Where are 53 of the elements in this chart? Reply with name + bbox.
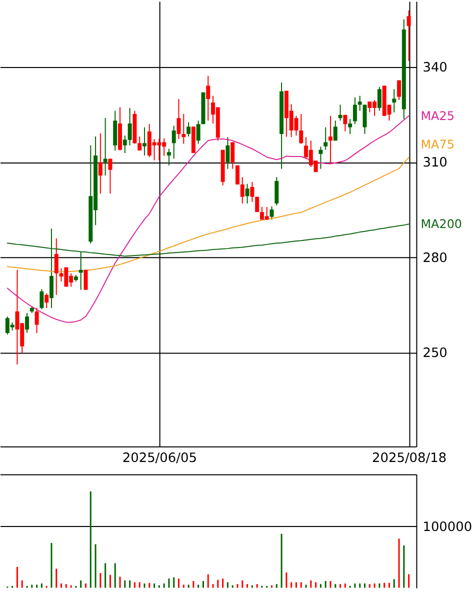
candlestick [25, 312, 29, 334]
candlestick [358, 95, 362, 112]
candlestick [270, 206, 274, 220]
candlestick [34, 307, 39, 334]
candlestick [40, 288, 44, 310]
candlestick [250, 181, 254, 202]
series-label: MA200 [420, 217, 462, 232]
candlestick [196, 120, 200, 144]
candlestick [377, 86, 382, 112]
candlestick [166, 148, 171, 166]
candlestick [186, 122, 191, 137]
series-label: MA25 [420, 108, 454, 123]
y-tick-label: 340 [422, 60, 448, 76]
candlestick [348, 118, 352, 134]
candlestick [328, 115, 332, 164]
candlestick [108, 158, 112, 194]
candlestick [103, 118, 108, 176]
candlestick [362, 104, 367, 134]
candlestick [235, 164, 240, 185]
candlestick [324, 126, 328, 150]
candlestick [392, 88, 396, 113]
series-label: MA75 [420, 137, 454, 152]
candlestick [343, 114, 348, 132]
y-tick-label: 100000 [422, 520, 472, 535]
candlestick [318, 146, 323, 170]
y-tick-label: 250 [422, 346, 448, 362]
candlestick [98, 132, 102, 194]
candlestick [182, 113, 186, 144]
candlestick [44, 292, 49, 308]
candlestick [49, 228, 54, 308]
candlestick [206, 75, 210, 122]
candlestick [397, 80, 402, 100]
candlestick [274, 176, 279, 206]
x-tick-label: 2025/06/05 [122, 450, 197, 466]
candlestick [54, 238, 58, 296]
candlestick [240, 176, 244, 204]
candlestick [333, 120, 338, 142]
candlestick [338, 104, 342, 122]
candlestick [352, 96, 357, 125]
line-series [6, 224, 410, 257]
candlestick [406, 10, 411, 62]
candlestick [138, 136, 142, 151]
line-series [6, 115, 410, 323]
candlestick [299, 113, 304, 144]
x-tick-label: 2025/08/18 [372, 450, 447, 466]
candlestick [230, 142, 235, 170]
candlestick [245, 183, 250, 204]
candlestick [226, 136, 230, 170]
y-tick-label: 280 [422, 250, 448, 266]
line-series [6, 156, 410, 272]
candlestick [142, 126, 146, 156]
candlestick [172, 125, 176, 160]
y-tick-label: 310 [422, 156, 448, 171]
